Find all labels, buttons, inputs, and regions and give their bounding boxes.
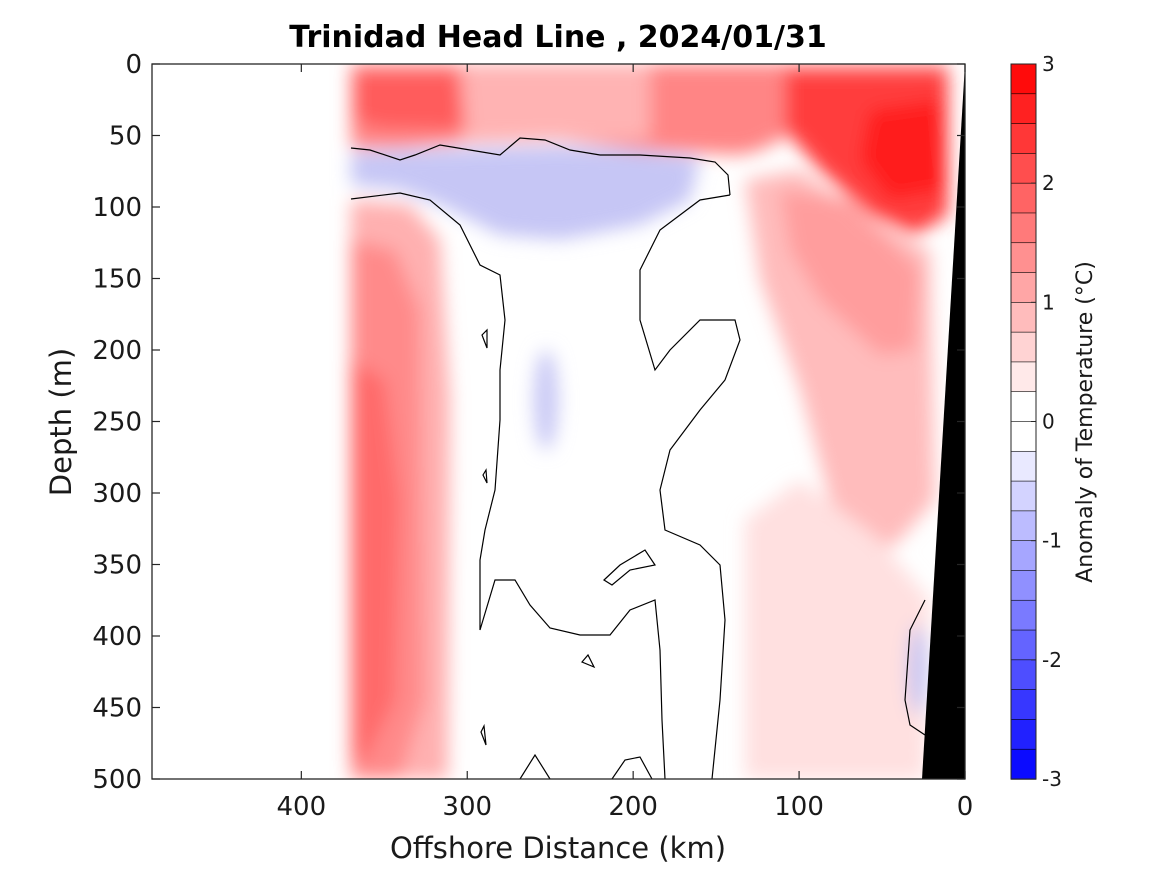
colorbar-band: [1010, 331, 1037, 363]
colorbar-band: [1010, 480, 1037, 512]
y-tick-label: 200: [92, 336, 142, 366]
x-tick-label: 300: [442, 792, 492, 822]
y-tick-label: 500: [92, 765, 142, 795]
colorbar-tick-label: -3: [1042, 767, 1062, 791]
anomaly-field: [350, 64, 965, 779]
zero-contour-bottom-mid: [611, 756, 653, 779]
y-tick-label: 100: [92, 193, 142, 223]
colorbar-band: [1010, 450, 1037, 482]
x-tick-label: 100: [774, 792, 824, 822]
colorbar-band: [1010, 391, 1037, 423]
colorbar-band: [1010, 93, 1037, 125]
surface-warm-band-mid: [460, 64, 650, 140]
colorbar-tick-label: -2: [1042, 648, 1062, 672]
x-tick-label: 0: [957, 792, 974, 822]
y-axis-label: Depth (m): [44, 348, 78, 496]
y-tick-label: 350: [92, 551, 142, 581]
colorbar-band: [1010, 242, 1037, 274]
zero-contour-lower: [350, 192, 666, 779]
cold-patch-mid: [534, 350, 558, 450]
zero-contour-nearshore: [639, 194, 741, 779]
y-axis-ticks: 0 50 100 150 200 250 300 350 400 450 500: [92, 50, 965, 795]
colorbar-band: [1010, 421, 1037, 452]
colorbar-band: [1010, 361, 1037, 393]
zero-contour-nearshore-deep: [904, 599, 926, 736]
colorbar-band: [1010, 302, 1037, 333]
colorbar: [1010, 63, 1037, 780]
colorbar-band: [1010, 212, 1037, 244]
colorbar-band: [1010, 182, 1037, 214]
colorbar-band: [1010, 719, 1037, 750]
x-axis-label: Offshore Distance (km): [390, 831, 726, 865]
y-tick-label: 300: [92, 479, 142, 509]
cold-subsurface-band: [351, 146, 700, 240]
colorbar-tick-label: 3: [1042, 52, 1055, 76]
colorbar-band: [1010, 689, 1037, 721]
colorbar-ticks: 3 2 1 0 -1 -2 -3: [1031, 52, 1062, 791]
x-tick-label: 400: [277, 792, 327, 822]
offshore-warm-core: [351, 360, 400, 760]
colorbar-tick-label: 1: [1042, 290, 1055, 314]
colorbar-band: [1010, 63, 1037, 95]
y-tick-label: 0: [125, 50, 142, 80]
zero-contour-loop-1: [603, 549, 656, 586]
colorbar-band: [1010, 629, 1037, 661]
colorbar-tick-label: 0: [1042, 410, 1055, 434]
colorbar-band: [1010, 123, 1037, 155]
zero-contour-loop-4: [482, 468, 488, 484]
colorbar-band: [1010, 153, 1037, 184]
surface-warm-left: [355, 72, 465, 130]
shelf-land-mask: [922, 64, 965, 779]
nearshore-warm-plume-core: [780, 190, 920, 355]
x-tick-label: 200: [608, 792, 658, 822]
colorbar-band: [1010, 599, 1037, 631]
coastal-warm-center: [860, 100, 945, 200]
y-tick-label: 450: [92, 694, 142, 724]
y-tick-label: 50: [109, 122, 142, 152]
zero-contour-upper: [350, 137, 731, 196]
colorbar-band: [1010, 659, 1037, 691]
zero-contour-bottom-left: [519, 753, 551, 779]
nearshore-pale-zone: [745, 480, 930, 779]
zero-contour-loop-3: [481, 328, 488, 349]
cold-patch-nearshore: [909, 625, 927, 715]
zero-contours: [350, 137, 926, 779]
colorbar-label: Anomaly of Temperature (°C): [1073, 261, 1098, 583]
colorbar-tick-label: 2: [1042, 171, 1055, 195]
colorbar-tick-label: -1: [1042, 529, 1062, 553]
x-axis-ticks: 400 300 200 100 0: [277, 64, 974, 822]
chart-title: Trinidad Head Line , 2024/01/31: [289, 20, 826, 55]
colorbar-band: [1010, 272, 1037, 304]
zero-contour-loop-5: [480, 723, 487, 746]
y-tick-label: 150: [92, 265, 142, 295]
colorbar-band: [1010, 748, 1037, 780]
colorbar-band: [1010, 570, 1037, 601]
colorbar-band: [1010, 510, 1037, 542]
y-tick-label: 250: [92, 408, 142, 438]
zero-contour-loop-2: [581, 653, 596, 669]
y-tick-label: 400: [92, 622, 142, 652]
colorbar-band: [1010, 540, 1037, 572]
